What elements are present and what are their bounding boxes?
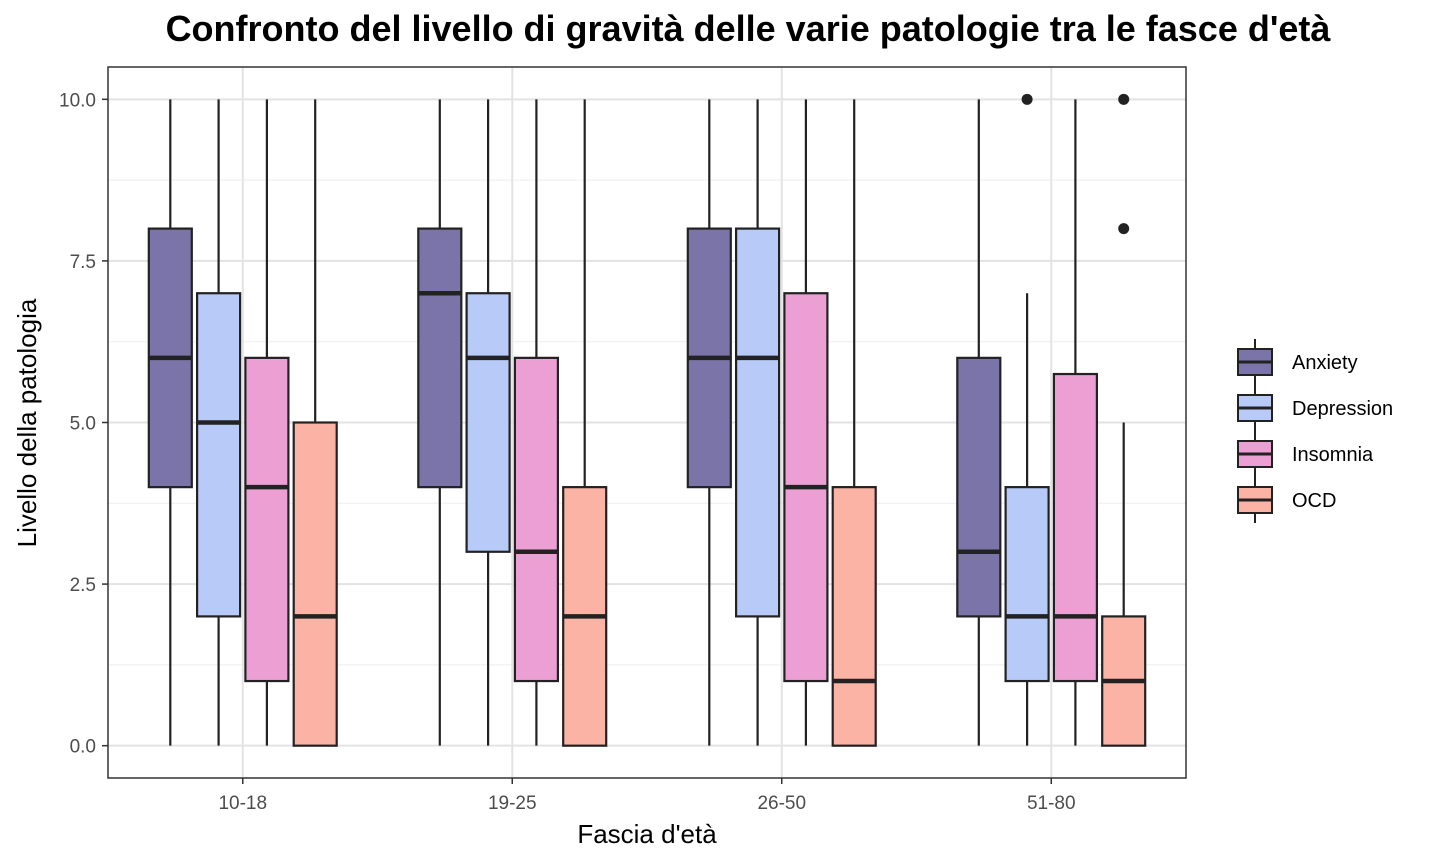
legend-item-ocd: OCD <box>1237 477 1336 523</box>
legend-label: Insomnia <box>1292 444 1374 466</box>
box-body <box>734 227 781 618</box>
x-tick-label: 51-80 <box>1027 793 1076 814</box>
outlier-point <box>1118 223 1130 235</box>
legend-label: OCD <box>1292 490 1336 512</box>
box-body <box>417 227 463 489</box>
box-anxiety-51-80 <box>956 99 1002 746</box>
box-depression-10-18 <box>196 99 242 746</box>
x-tick-label: 26-50 <box>757 793 806 814</box>
box-body <box>1052 372 1099 683</box>
box-body <box>831 486 877 747</box>
box-body <box>1004 486 1050 683</box>
outlier-point <box>1118 93 1130 105</box>
box-ocd-10-18 <box>292 99 338 747</box>
y-tick-label: 0.0 <box>70 737 96 758</box>
box-ocd-51-80 <box>1101 93 1147 747</box>
x-tick-label: 19-25 <box>488 793 537 814</box>
legend: Anxiety Depression Insomnia OCD <box>1237 339 1393 523</box>
box-body <box>465 292 511 553</box>
legend-label: Anxiety <box>1292 352 1358 374</box>
box-depression-26-50 <box>734 99 781 746</box>
box-body <box>292 421 338 747</box>
box-ocd-19-25 <box>562 99 608 747</box>
box-body <box>244 356 290 683</box>
box-body <box>196 292 242 618</box>
legend-item-insomnia: Insomnia <box>1237 431 1374 477</box>
y-tick-label: 7.5 <box>70 252 96 273</box>
box-anxiety-10-18 <box>147 99 193 746</box>
box-body <box>513 356 560 683</box>
box-layer <box>147 93 1147 747</box>
legend-item-depression: Depression <box>1237 385 1393 431</box>
axes: 0.0 2.5 5.0 7.5 10.0 10-18 19-25 26-50 51-80 <box>59 90 1076 814</box>
outlier-point <box>1021 93 1033 105</box>
box-anxiety-26-50 <box>686 99 732 746</box>
box-insomnia-10-18 <box>244 99 290 746</box>
legend-item-anxiety: Anxiety <box>1237 339 1358 385</box>
y-axis-title: Livello della patologia <box>12 298 42 547</box>
box-ocd-26-50 <box>831 99 877 747</box>
x-axis-title: Fascia d'età <box>577 819 717 849</box>
y-tick-label: 10.0 <box>59 90 96 111</box>
chart-title: Confronto del livello di gravità delle v… <box>165 8 1331 49</box>
box-anxiety-19-25 <box>417 99 463 746</box>
x-tick-label: 10-18 <box>218 793 267 814</box>
legend-label: Depression <box>1292 398 1393 420</box>
box-insomnia-26-50 <box>783 99 829 746</box>
y-tick-label: 5.0 <box>70 414 96 435</box>
box-insomnia-51-80 <box>1052 99 1099 746</box>
box-depression-19-25 <box>465 99 511 746</box>
box-body <box>956 356 1002 618</box>
y-tick-label: 2.5 <box>70 575 96 596</box>
box-depression-51-80 <box>1004 93 1050 746</box>
box-insomnia-19-25 <box>513 99 560 746</box>
